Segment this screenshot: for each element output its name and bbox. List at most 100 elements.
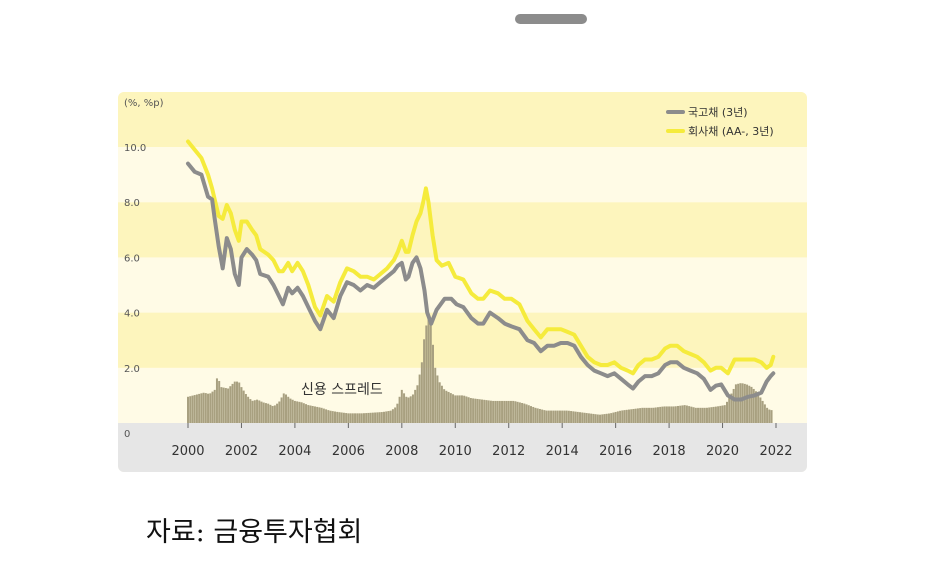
spread-bar: [570, 411, 573, 423]
spread-bar: [534, 407, 537, 423]
spread-bar: [579, 412, 581, 423]
spread-bar: [418, 374, 421, 423]
spread-bar: [305, 404, 308, 423]
x-tick-label: 2006: [332, 444, 365, 459]
spread-bar: [754, 391, 757, 423]
spread-bar: [748, 385, 751, 423]
spread-bar: [309, 405, 312, 423]
spread-bar: [249, 399, 252, 423]
spread-bar: [302, 403, 305, 423]
spread-bar: [334, 411, 336, 423]
spread-bar: [621, 410, 624, 423]
spread-bar: [505, 400, 508, 423]
spread-bar: [492, 400, 495, 423]
spread-bar: [643, 407, 646, 423]
x-axis-strip: [118, 423, 807, 472]
spread-bar: [289, 398, 292, 423]
spread-bar: [211, 391, 214, 423]
y-tick-label: 4.0: [124, 309, 140, 320]
spread-bar: [267, 403, 270, 423]
spread-bar: [202, 392, 205, 423]
spread-bar: [383, 411, 385, 423]
spread-bar: [596, 414, 599, 423]
spread-bar: [623, 410, 626, 423]
spread-bar: [191, 395, 194, 423]
spread-bar: [538, 408, 541, 423]
spread-bar: [291, 399, 294, 423]
spread-bar: [552, 410, 555, 423]
spread-bar: [656, 407, 659, 423]
spread-bar: [726, 401, 728, 423]
spread-bar: [327, 410, 330, 423]
spread-bar: [567, 410, 570, 423]
spread-bar: [414, 389, 417, 423]
spread-bar: [400, 389, 403, 423]
spread-bar: [398, 396, 401, 423]
spread-annotation: 신용 스프레드: [301, 382, 383, 398]
spread-bar: [443, 389, 446, 423]
spread-bar: [532, 406, 535, 423]
chart-svg: 0 2.0 4.0 6.0 8.0 10.0 (%, %p) 2000 2002 2004 2006…: [118, 92, 807, 472]
spread-bar: [581, 412, 584, 423]
spread-bar: [285, 394, 287, 423]
spread-bar: [322, 408, 325, 423]
spread-bar: [367, 412, 370, 423]
spread-bar: [347, 413, 350, 423]
spread-bar: [489, 400, 492, 423]
spread-bar: [719, 405, 722, 423]
spread-bar: [318, 407, 321, 423]
spread-bar: [262, 402, 265, 423]
spread-bar: [258, 400, 261, 423]
spread-bar: [746, 384, 749, 423]
spread-bar: [233, 381, 236, 423]
spread-bar: [298, 401, 301, 423]
spread-bar: [311, 405, 314, 423]
spread-bar: [187, 396, 189, 423]
spread-bar: [358, 413, 361, 423]
spread-bar: [247, 396, 250, 423]
spread-bar: [362, 413, 365, 423]
spread-bar: [440, 385, 443, 423]
spread-bar: [481, 399, 483, 423]
spread-bar: [672, 406, 675, 423]
spread-bar: [452, 394, 455, 423]
spread-bar: [325, 409, 328, 423]
spread-bar: [587, 413, 590, 423]
spread-bar: [728, 397, 731, 423]
spread-bar: [509, 400, 512, 423]
spread-bar: [195, 394, 198, 423]
spread-bar: [487, 400, 490, 423]
spread-bar: [193, 395, 196, 423]
spread-bar: [456, 395, 459, 423]
spread-bar: [605, 413, 608, 423]
corporate-bond-line: [186, 139, 776, 376]
spread-bar: [293, 400, 296, 423]
chart-card: 0 2.0 4.0 6.0 8.0 10.0 (%, %p) 2000 2002 2004 2006…: [118, 92, 807, 472]
spread-bar: [338, 412, 341, 423]
spread-bar: [229, 386, 232, 423]
spread-bar: [280, 397, 283, 423]
x-tick-label: 2016: [599, 444, 632, 459]
spread-bar: [463, 395, 466, 423]
spread-bar: [547, 410, 550, 423]
spread-bar: [556, 410, 559, 423]
spread-bar: [236, 381, 238, 423]
spread-bar: [329, 410, 332, 423]
spread-bar: [222, 387, 225, 423]
spread-bar: [701, 407, 704, 423]
spread-bar: [574, 411, 577, 423]
spread-bar: [503, 400, 506, 423]
spread-bar: [483, 399, 486, 423]
spread-bar: [215, 378, 218, 423]
spread-bar: [572, 411, 575, 423]
spread-bar: [231, 383, 234, 423]
spread-bar: [661, 406, 664, 423]
spread-bar: [385, 411, 388, 423]
spread-bar: [374, 412, 377, 423]
spread-bar: [469, 398, 472, 423]
legend-label-treasury: 국고채 (3년): [688, 106, 748, 119]
y-tick-label: 6.0: [124, 253, 140, 264]
spread-bar: [467, 397, 470, 423]
spread-bar: [371, 412, 374, 423]
drag-handle-bar[interactable]: [515, 14, 587, 24]
